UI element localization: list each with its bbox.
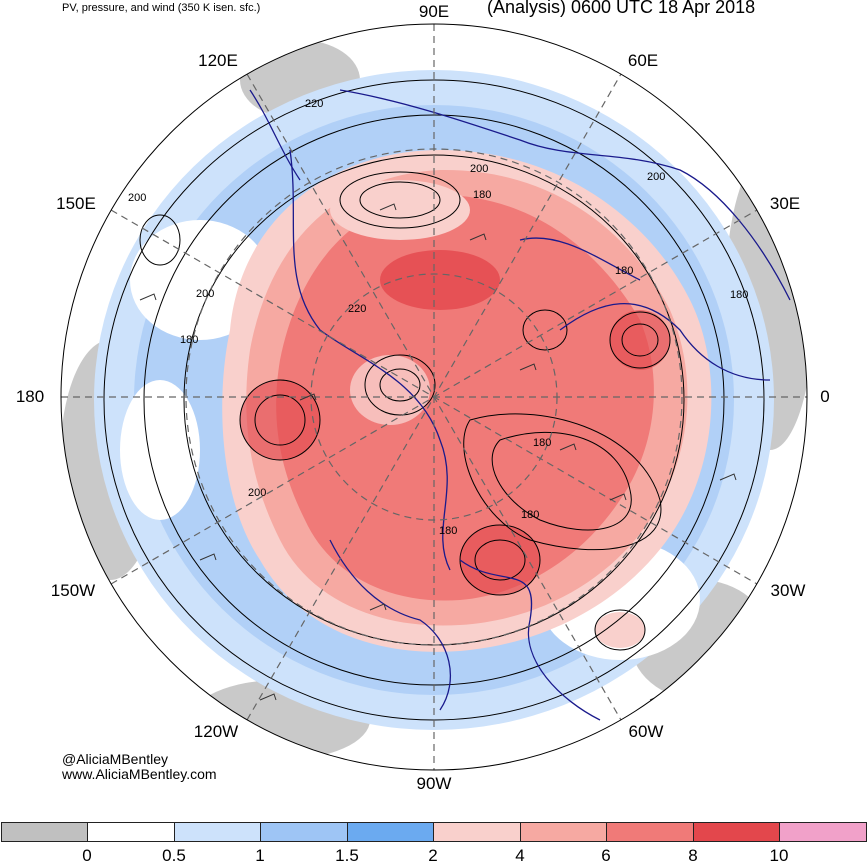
contour-label: 180 xyxy=(730,289,748,301)
credit-twitter: @AliciaMBentley xyxy=(62,751,169,767)
colorbar-tick-label: 8 xyxy=(688,846,698,865)
colorbar-tick-label: 2 xyxy=(428,846,438,865)
colorbar-tick-label: 4 xyxy=(515,846,525,865)
lon-label-150w: 150W xyxy=(50,581,96,600)
lon-label-90e: 90E xyxy=(418,2,450,21)
contour-label: 200 xyxy=(647,171,665,183)
contour-label: 180 xyxy=(615,265,633,277)
colorbar-tick-label: 1 xyxy=(255,846,265,865)
wind-barbs xyxy=(139,203,737,701)
colorbar-swatch xyxy=(779,822,867,842)
lon-label-60e: 60E xyxy=(627,51,659,70)
lat-lon-grid xyxy=(61,24,807,770)
colorbar-swatch xyxy=(433,822,521,842)
colorbar-swatch xyxy=(693,822,780,842)
colorbar-tick-label: 0 xyxy=(82,846,92,865)
contour-label: 180 xyxy=(439,525,457,537)
contour-label: 200 xyxy=(470,163,488,175)
contour-label: 200 xyxy=(248,487,266,499)
colorbar-swatch xyxy=(87,822,175,842)
lon-label-90w: 90W xyxy=(416,774,452,793)
contour-label-group: 220 200 180 200 180 200 180 180 200 220 … xyxy=(128,98,748,537)
credit-website: www.AliciaMBentley.com xyxy=(62,766,217,782)
lon-label-120e: 120E xyxy=(198,51,238,70)
colorbar-swatch xyxy=(520,822,607,842)
pv-white-shading xyxy=(120,220,700,660)
colorbar-tick-label: 1.5 xyxy=(335,846,359,865)
lon-label-30e: 30E xyxy=(769,194,801,213)
coastlines xyxy=(249,89,791,721)
lon-label-150e: 150E xyxy=(56,194,96,213)
contour-label: 180 xyxy=(521,509,539,521)
contour-label: 200 xyxy=(196,288,214,300)
colorbar-swatch xyxy=(260,822,348,842)
contour-label: 180 xyxy=(533,437,551,449)
colorbar-swatch xyxy=(174,822,261,842)
colorbar-tick-label: 0.5 xyxy=(162,846,186,865)
colorbar-swatch xyxy=(1,822,88,842)
map-title: (Analysis) 0600 UTC 18 Apr 2018 xyxy=(487,0,756,17)
lon-label-180: 180 xyxy=(15,387,45,406)
colorbar-swatch xyxy=(347,822,434,842)
contour-label: 180 xyxy=(473,189,491,201)
colorbar-tick-label: 6 xyxy=(601,846,611,865)
lon-label-0: 0 xyxy=(820,387,830,406)
contour-label: 200 xyxy=(128,192,146,204)
pv-high-shading xyxy=(222,150,712,652)
contour-label: 180 xyxy=(180,334,198,346)
colorbar-swatch xyxy=(606,822,694,842)
contour-label: 220 xyxy=(305,98,323,110)
lon-label-60w: 60W xyxy=(628,722,664,741)
colorbar-tick-label: 10 xyxy=(769,846,789,865)
contour-label: 220 xyxy=(348,303,366,315)
lon-label-120w: 120W xyxy=(193,722,239,741)
lon-label-30w: 30W xyxy=(770,581,806,600)
map-outline xyxy=(60,23,808,771)
map-subtitle: PV, pressure, and wind (350 K isen. sfc.… xyxy=(62,2,261,14)
